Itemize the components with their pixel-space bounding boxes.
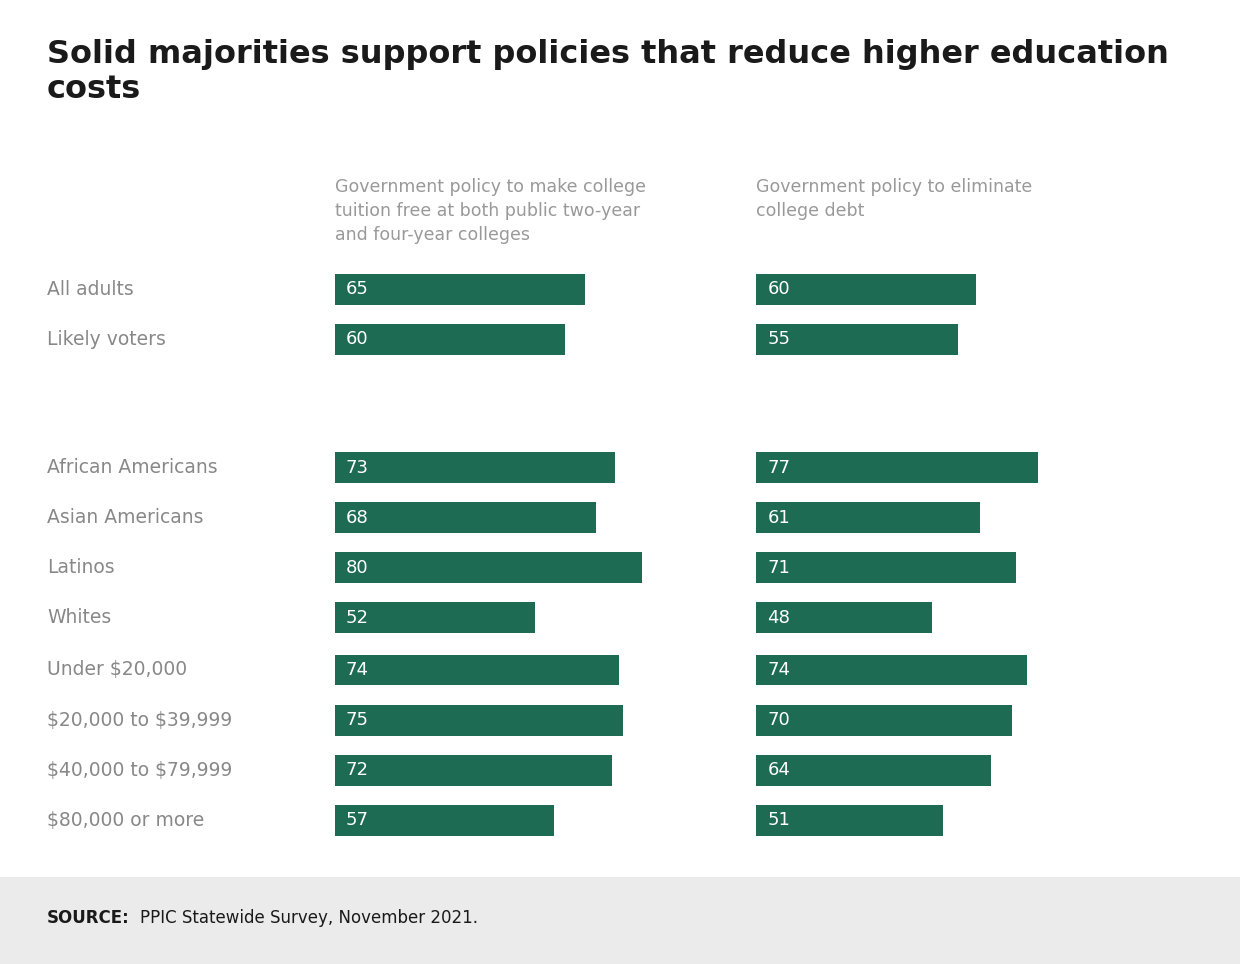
Text: Likely voters: Likely voters [47, 330, 166, 349]
Text: 60: 60 [768, 281, 790, 298]
Text: 73: 73 [346, 459, 370, 476]
Text: Latinos: Latinos [47, 558, 115, 577]
Text: 61: 61 [768, 509, 790, 526]
Text: 80: 80 [346, 559, 368, 576]
Text: SOURCE:: SOURCE: [47, 909, 130, 926]
Text: African Americans: African Americans [47, 458, 218, 477]
Text: 74: 74 [768, 661, 791, 679]
Text: 77: 77 [768, 459, 791, 476]
Text: Government policy to eliminate
college debt: Government policy to eliminate college d… [756, 178, 1033, 220]
Text: 64: 64 [768, 762, 790, 779]
Text: 65: 65 [346, 281, 368, 298]
Text: 57: 57 [346, 812, 370, 829]
Text: 55: 55 [768, 331, 791, 348]
Text: \$40,000 to \$79,999: \$40,000 to \$79,999 [47, 761, 232, 780]
Text: 68: 68 [346, 509, 368, 526]
Text: 48: 48 [768, 609, 790, 627]
Text: 51: 51 [768, 812, 790, 829]
Text: All adults: All adults [47, 280, 134, 299]
Text: Solid majorities support policies that reduce higher education
costs: Solid majorities support policies that r… [47, 39, 1169, 105]
Text: PPIC Statewide Survey, November 2021.: PPIC Statewide Survey, November 2021. [140, 909, 479, 926]
Text: 72: 72 [346, 762, 370, 779]
Text: \$80,000 or more: \$80,000 or more [47, 811, 205, 830]
Text: 71: 71 [768, 559, 790, 576]
Text: 70: 70 [768, 711, 790, 729]
Text: 60: 60 [346, 331, 368, 348]
Text: Whites: Whites [47, 608, 112, 628]
Text: 74: 74 [346, 661, 370, 679]
Text: 52: 52 [346, 609, 370, 627]
Text: Asian Americans: Asian Americans [47, 508, 203, 527]
Text: Government policy to make college
tuition free at both public two-year
and four-: Government policy to make college tuitio… [335, 178, 646, 244]
Text: \$20,000 to \$39,999: \$20,000 to \$39,999 [47, 710, 232, 730]
Text: 75: 75 [346, 711, 370, 729]
Text: Under \$20,000: Under \$20,000 [47, 660, 187, 680]
